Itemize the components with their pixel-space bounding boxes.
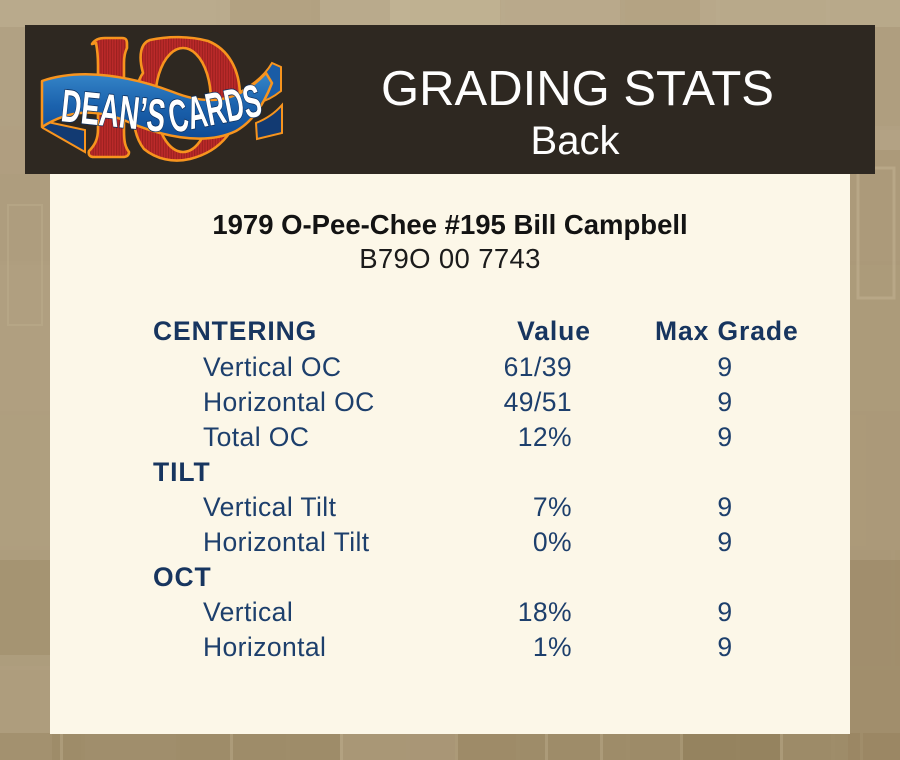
svg-text:DEAN’S: DEAN’S <box>59 81 168 143</box>
svg-text:CARDS: CARDS <box>164 74 265 142</box>
